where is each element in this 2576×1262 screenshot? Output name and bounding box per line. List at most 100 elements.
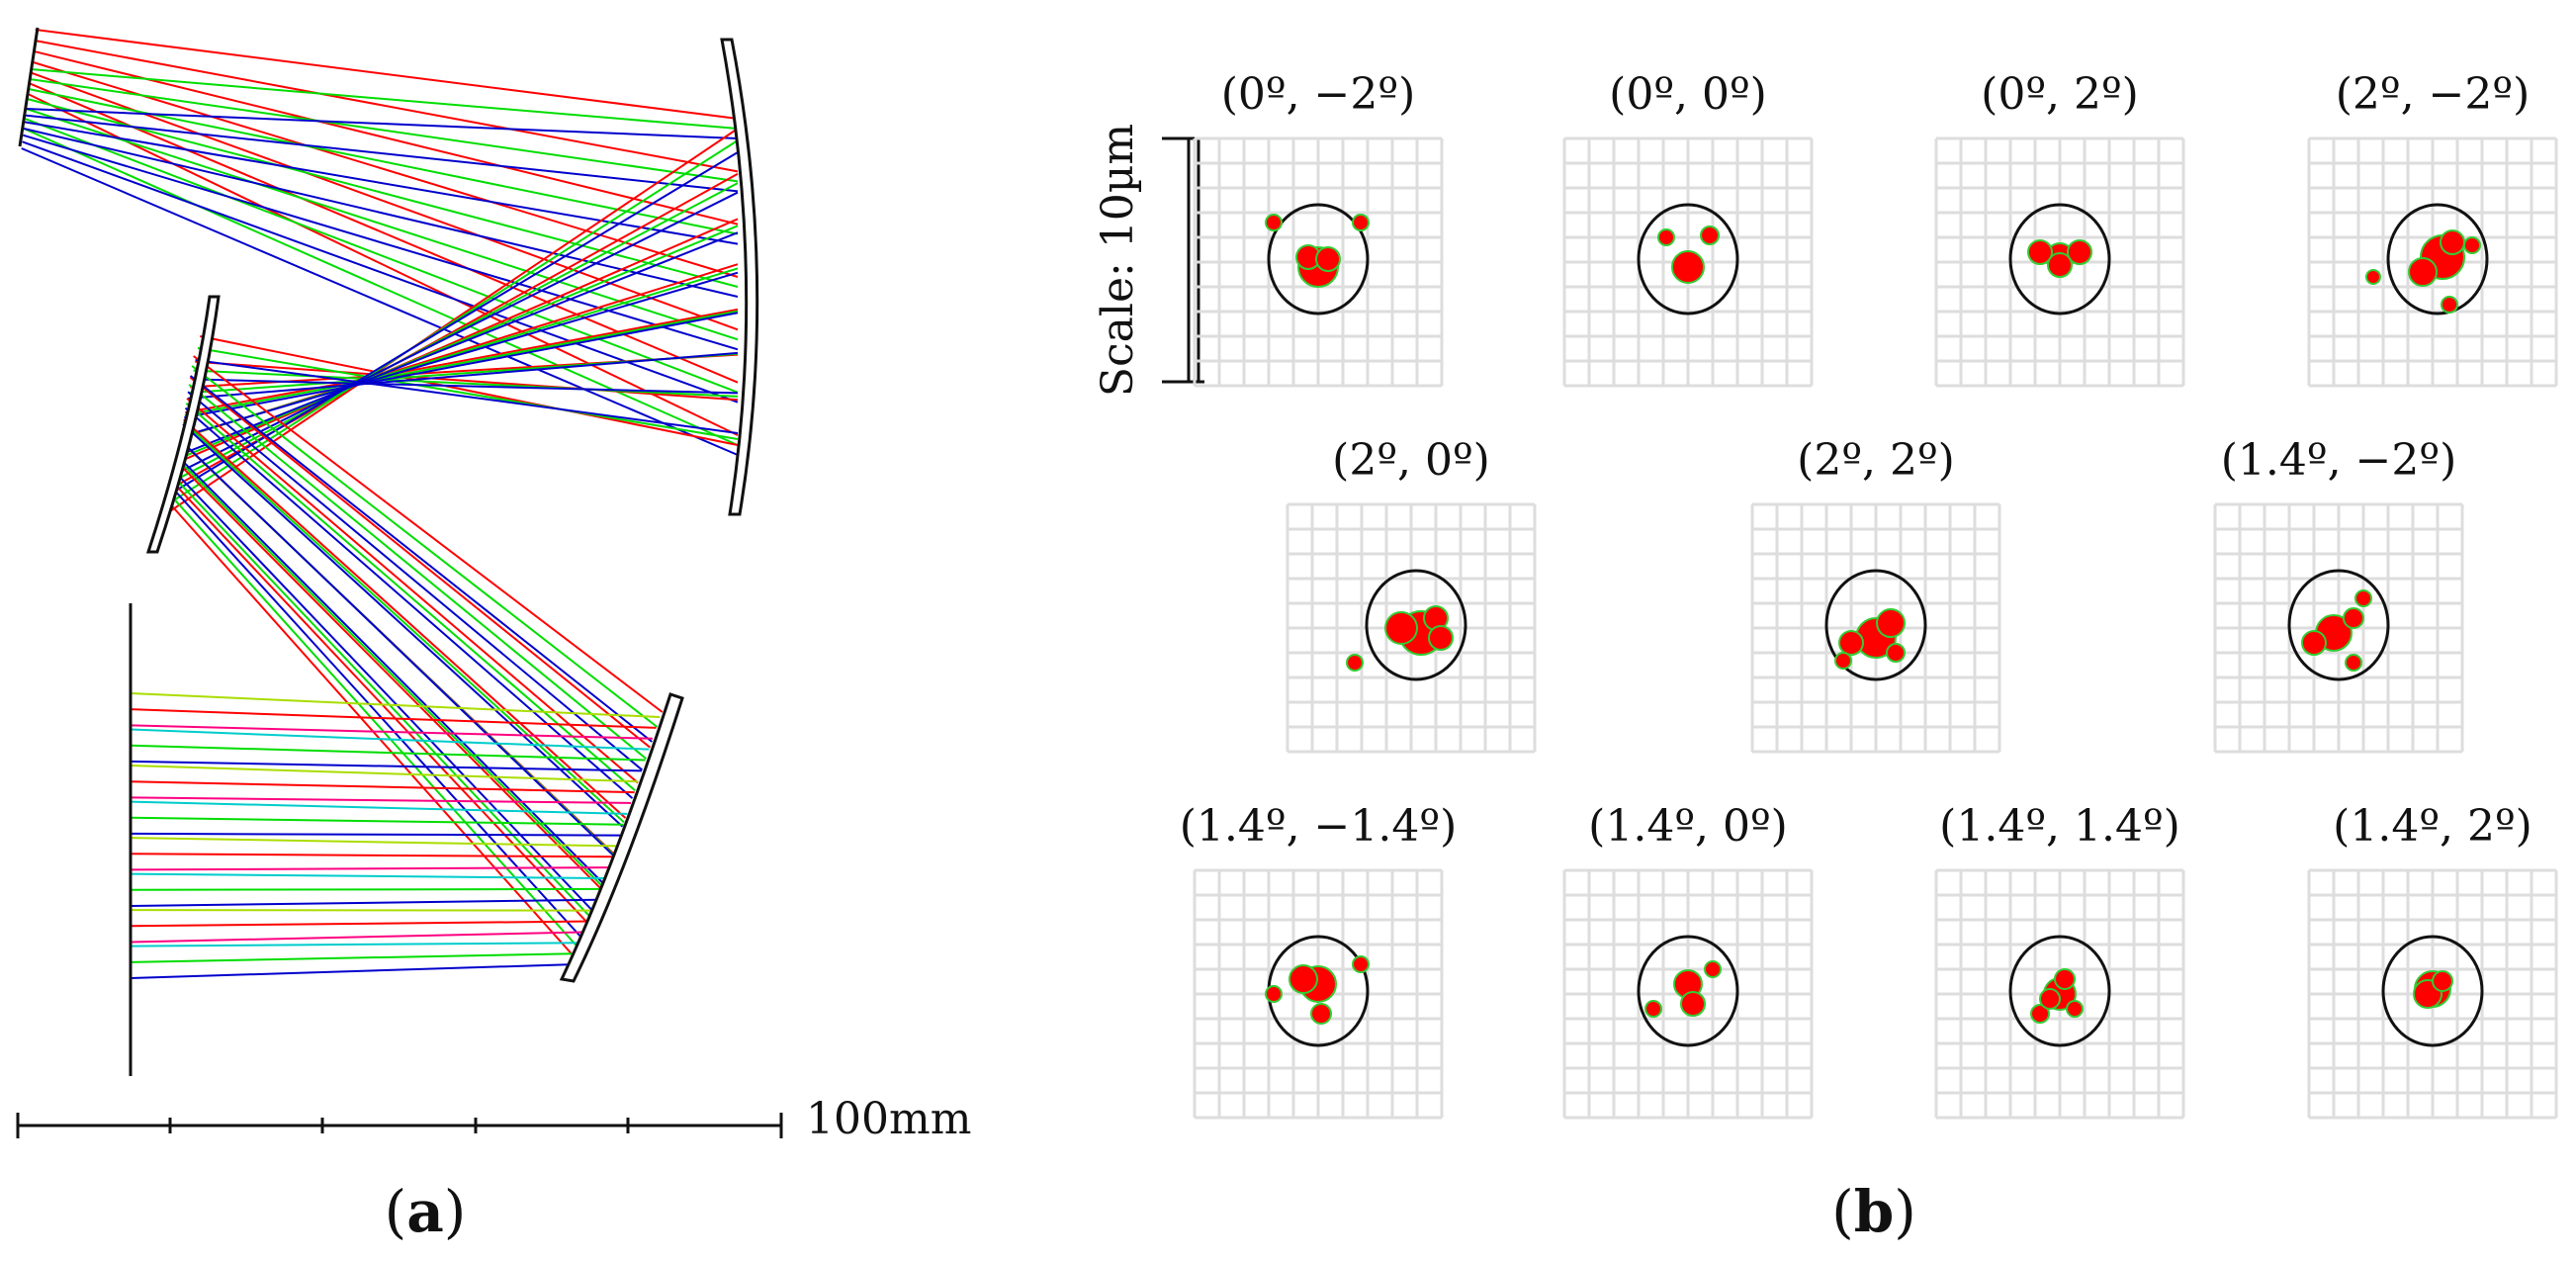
ray-segment: [130, 942, 584, 947]
spot-blob: [1700, 225, 1720, 245]
spot-blob: [1704, 960, 1722, 978]
spot-blob: [1644, 1000, 1662, 1018]
ray-segment: [191, 378, 739, 395]
spot-blob: [2345, 654, 2362, 672]
ray-segment: [130, 909, 595, 912]
panel-b-letter: b: [1854, 1178, 1895, 1245]
ray-segment: [184, 310, 739, 416]
spot-cell: (1.4º, 1.4º): [1934, 801, 2185, 1120]
ray-segment: [130, 692, 661, 718]
ray-segment: [130, 887, 602, 891]
spot-label: (1.4º, −2º): [2221, 435, 2457, 486]
ray-segment: [30, 71, 739, 331]
spot-blob: [1680, 991, 1706, 1017]
ray-segment: [130, 796, 631, 804]
ray-segment: [187, 351, 739, 400]
ray-bundles: [21, 29, 739, 979]
spot-cell: (1.4º, −1.4º): [1180, 801, 1457, 1120]
tertiary-mirror: [559, 692, 684, 983]
scale-bracket: [1162, 136, 1204, 384]
spot-blob: [1265, 214, 1283, 231]
airy-circle: [2008, 935, 2111, 1047]
spot-blob: [1384, 611, 1418, 645]
ray-segment: [197, 347, 739, 440]
spot-cell: (2º, 0º): [1286, 435, 1537, 754]
airy-circle: [1824, 569, 1927, 681]
spot-grid: [1193, 868, 1444, 1120]
spot-blob: [2047, 252, 2073, 278]
spot-label: (0º, 0º): [1609, 69, 1767, 120]
ray-segment: [182, 423, 624, 828]
spot-cell: (1.4º, 2º): [2307, 801, 2558, 1120]
spot-diagrams: (0º, −2º) (0º, 0º) (0º, 2º) (2º, −2º) (2º, 0…: [1180, 69, 2558, 1120]
ray-segment: [130, 760, 642, 772]
ray-segment: [130, 920, 591, 928]
ray-segment: [189, 375, 653, 743]
ray-segment: [193, 369, 739, 398]
ray-segment: [130, 780, 635, 794]
ray-segment: [130, 832, 620, 837]
ray-segment: [183, 418, 627, 819]
ray-segment: [130, 800, 628, 815]
ray-segment: [130, 724, 653, 740]
spot-cell: (2º, −2º): [2307, 69, 2558, 388]
ray-segment: [191, 365, 659, 728]
spot-grid: [1562, 136, 1814, 388]
ray-segment: [174, 218, 739, 465]
ray-segment: [27, 93, 739, 436]
spot-blob: [1346, 654, 1364, 672]
panel-a-label: (a): [385, 1178, 467, 1245]
ray-segment: [22, 140, 739, 404]
ray-segment: [23, 128, 739, 298]
ray-segment: [27, 98, 739, 288]
ray-segment: [184, 312, 739, 419]
spot-blob: [2039, 988, 2061, 1010]
ray-segment: [184, 406, 634, 799]
spot-blob: [2030, 1004, 2050, 1024]
spot-blob: [1428, 625, 1454, 651]
ray-segment: [24, 118, 739, 394]
spot-cell: (0º, 2º): [1934, 69, 2185, 388]
ray-segment: [29, 78, 739, 183]
spot-label: (0º, 2º): [1981, 69, 2139, 120]
airy-circle: [1365, 569, 1467, 681]
spot-label: (1.4º, 2º): [2333, 801, 2532, 852]
spot-blob: [1886, 643, 1906, 663]
airy-circle: [2287, 569, 2390, 681]
spot-blob: [2301, 630, 2327, 656]
spot-cell: (1.4º, −2º): [2213, 435, 2464, 754]
spot-blob: [1657, 228, 1675, 246]
spot-blob: [1352, 214, 1370, 231]
ray-segment: [21, 147, 739, 456]
spot-blob: [2343, 607, 2364, 629]
ray-segment: [195, 360, 739, 402]
spot-blob: [1352, 955, 1370, 973]
spot-blob: [1315, 246, 1341, 272]
ray-segment: [172, 488, 584, 941]
spot-label: (0º, −2º): [1221, 69, 1416, 120]
primary-mirror: [720, 38, 759, 516]
ray-segment: [34, 39, 739, 173]
ray-segment: [130, 853, 613, 858]
airy-circle: [1267, 203, 1370, 316]
spot-label: (1.4º, 1.4º): [1939, 801, 2180, 852]
ray-segment: [182, 420, 625, 824]
ray-segment: [130, 898, 599, 907]
scale-bar-100mm: [16, 1113, 783, 1138]
ray-segment: [176, 461, 602, 890]
ray-segment: [130, 837, 617, 848]
ray-segment: [130, 963, 577, 979]
spot-label: (2º, −2º): [2336, 69, 2531, 120]
spot-label: (1.4º, 0º): [1588, 801, 1788, 852]
spot-label: (2º, 0º): [1332, 435, 1490, 486]
ray-segment: [164, 128, 739, 515]
spot-grid: [1562, 868, 1814, 1120]
optical-layout-panel: 100mm (a): [16, 27, 971, 1245]
spot-grid: [2213, 502, 2464, 754]
airy-circle: [1637, 203, 1739, 316]
ray-segment: [171, 182, 739, 484]
scale-label: Scale: 10µm: [1093, 124, 1143, 397]
ray-segment: [186, 398, 639, 784]
ray-segment: [130, 952, 580, 963]
